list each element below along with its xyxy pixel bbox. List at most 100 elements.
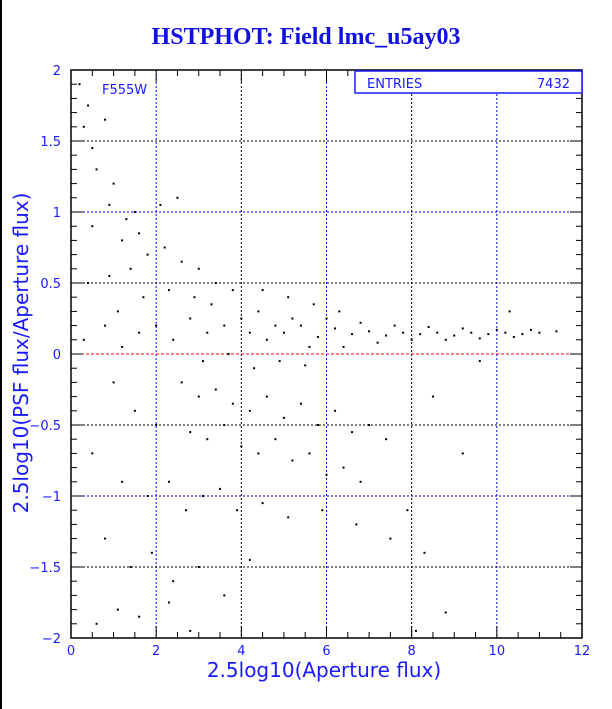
data-point <box>231 289 234 292</box>
data-point <box>206 331 209 334</box>
data-point <box>504 331 507 334</box>
data-point <box>555 330 558 333</box>
data-point <box>334 409 337 412</box>
data-point <box>197 566 200 568</box>
data-point <box>223 324 226 327</box>
data-point <box>155 324 158 327</box>
data-point <box>312 303 315 306</box>
data-point <box>240 445 243 448</box>
data-point <box>189 629 192 632</box>
data-point <box>393 324 396 327</box>
data-point <box>116 608 119 611</box>
data-point <box>487 333 490 336</box>
data-point <box>121 239 124 242</box>
data-point <box>138 331 141 334</box>
data-point <box>355 523 358 526</box>
data-point <box>385 334 388 337</box>
data-point <box>338 310 341 313</box>
data-point <box>129 267 132 270</box>
data-point <box>325 317 328 320</box>
data-point <box>410 338 413 341</box>
data-point <box>180 381 183 384</box>
data-point <box>308 452 311 455</box>
data-point <box>248 331 251 334</box>
data-point <box>214 282 217 284</box>
data-point <box>282 331 285 334</box>
data-point <box>291 459 294 462</box>
data-point <box>427 326 430 329</box>
data-point <box>351 333 354 336</box>
y-tick-label: −1.5 <box>29 561 61 576</box>
data-point <box>248 558 251 561</box>
data-point <box>142 296 145 299</box>
data-point <box>461 452 464 455</box>
data-point <box>104 324 107 327</box>
data-point <box>189 317 192 320</box>
data-points <box>78 83 558 632</box>
y-axis-title: 2.5log10(PSF flux/Aperture flux) <box>9 193 33 514</box>
data-point <box>274 438 277 441</box>
data-point <box>261 289 264 292</box>
data-point <box>291 317 294 320</box>
data-point <box>444 611 447 614</box>
data-point <box>282 416 285 419</box>
data-point <box>304 364 307 367</box>
data-point <box>316 335 319 338</box>
data-point <box>167 289 170 292</box>
data-point <box>104 537 107 540</box>
data-point <box>172 580 175 583</box>
data-point <box>342 466 345 469</box>
x-tick-label: 10 <box>489 644 506 659</box>
x-tick-label: 8 <box>408 644 416 659</box>
data-point <box>167 601 170 604</box>
data-point <box>265 395 268 398</box>
data-point <box>159 203 162 206</box>
data-point <box>478 337 481 340</box>
data-point <box>316 424 319 426</box>
x-tick-label: 0 <box>67 644 75 659</box>
data-point <box>529 328 532 331</box>
data-point <box>87 282 90 284</box>
y-tick-label: 1 <box>53 206 61 221</box>
x-tick-label: 6 <box>322 644 330 659</box>
data-point <box>508 310 511 313</box>
y-tick-label: 0 <box>53 348 61 363</box>
data-point <box>274 324 277 327</box>
data-point <box>402 331 405 334</box>
data-point <box>202 495 205 497</box>
data-point <box>112 182 115 185</box>
data-point <box>219 487 222 490</box>
chart-title: HSTPHOT: Field lmc_u5ay03 <box>151 24 461 50</box>
data-point <box>368 330 371 333</box>
data-point <box>299 402 302 405</box>
x-tick-label: 4 <box>237 644 245 659</box>
data-point <box>334 327 337 330</box>
y-tick-label: −1 <box>42 490 61 505</box>
data-point <box>116 310 119 313</box>
y-tick-label: 0.5 <box>40 277 61 292</box>
data-point <box>108 203 111 206</box>
data-point <box>138 232 141 235</box>
data-point <box>214 388 217 391</box>
data-point <box>223 424 226 426</box>
stats-box-frame <box>354 70 583 94</box>
data-point <box>91 452 94 455</box>
data-point <box>453 334 456 337</box>
data-point <box>95 168 98 171</box>
data-point <box>150 551 153 554</box>
data-point <box>265 338 268 341</box>
data-point <box>112 381 115 384</box>
data-point <box>470 331 473 334</box>
stats-box: ENTRIES 7432 <box>354 70 583 94</box>
data-point <box>227 353 230 355</box>
data-point <box>253 367 256 370</box>
data-point <box>223 594 226 597</box>
data-point <box>257 452 260 455</box>
axes: 0 2 4 6 8 10 12 −2 −1.5 −1 −0.5 0 0.5 1 1.5 2 <box>29 64 590 659</box>
data-point <box>155 424 158 426</box>
data-point <box>121 345 124 348</box>
data-point <box>167 480 170 483</box>
data-point <box>521 333 524 336</box>
data-point <box>210 303 213 306</box>
